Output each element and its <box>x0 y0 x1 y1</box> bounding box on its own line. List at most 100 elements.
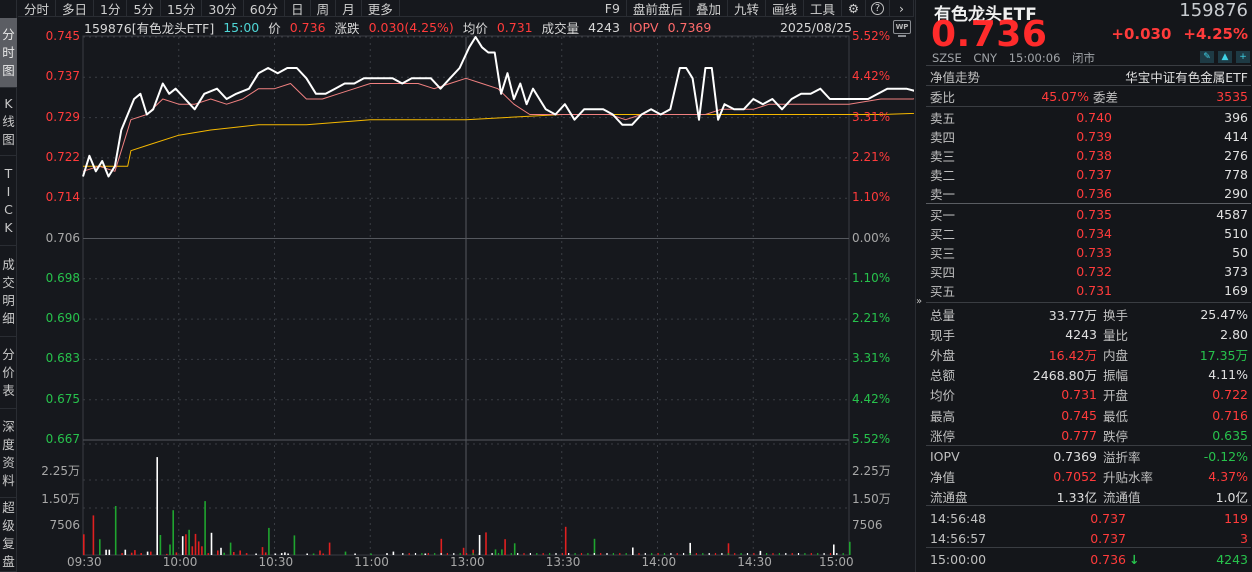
volume-bar <box>612 553 614 555</box>
level-label: 买三 <box>930 245 956 261</box>
period-tab-10[interactable]: 更多 <box>362 0 400 17</box>
toolbar-button-2[interactable]: 叠加 <box>690 0 728 17</box>
volume-bar <box>328 542 331 555</box>
stat-label: 流通值 <box>1103 489 1141 505</box>
ask-row[interactable]: 卖一 0.736 290 <box>930 184 1248 204</box>
period-tab-2[interactable]: 1分 <box>94 0 128 17</box>
y-axis-left-tick: 0.675 <box>45 391 80 406</box>
ask-row[interactable]: 卖二 0.737 778 <box>930 165 1248 185</box>
tick-time: 15:00:00 <box>930 551 987 567</box>
divider <box>926 302 1251 303</box>
volume-bar <box>564 526 567 556</box>
period-tab-1[interactable]: 多日 <box>56 0 95 17</box>
period-tab-4[interactable]: 15分 <box>161 0 203 17</box>
volume-bar <box>392 551 395 555</box>
sidebar-tab-3[interactable]: 成交明细 <box>0 247 17 337</box>
sidebar-tab-6[interactable]: 超级复盘 <box>0 499 17 572</box>
chart-info-line: 159876[有色龙头ETF] 15:00 价 0.736 涨跌 0.030(4… <box>84 18 854 36</box>
level-volume: 4587 <box>1216 206 1248 222</box>
volume-bar <box>759 553 761 555</box>
toolbar-button-0[interactable]: F9 <box>599 0 627 17</box>
wp-monitor-icon[interactable]: WP <box>893 20 911 37</box>
period-tab-6[interactable]: 60分 <box>244 0 286 17</box>
level-price: 0.731 <box>1076 283 1112 299</box>
plus-icon[interactable]: + <box>1236 51 1250 63</box>
period-tab-7[interactable]: 日 <box>285 0 311 17</box>
collapse-panel-icon[interactable]: » <box>916 296 923 307</box>
volume-bar <box>175 552 178 555</box>
ask-row[interactable]: 卖五 0.740 396 <box>930 107 1248 127</box>
x-axis-tick: 10:30 <box>258 555 294 569</box>
weicha-label: 委差 <box>1093 89 1119 105</box>
bid-row[interactable]: 买三 0.733 50 <box>930 242 1248 262</box>
toolbar-button-1[interactable]: 盘前盘后 <box>627 0 690 17</box>
bid-row[interactable]: 买四 0.732 373 <box>930 262 1248 282</box>
intraday-chart[interactable]: 0.745 0.737 0.729 0.722 0.714 0.706 0.698 0.690… <box>18 18 914 572</box>
help-icon[interactable]: ? <box>866 0 890 17</box>
divider <box>926 547 1251 548</box>
stat-row: 净值 0.7052 升贴水率 4.37% <box>930 466 1248 486</box>
volume-bar <box>842 553 844 555</box>
y-axis-right-tick: 1.10% <box>852 270 891 285</box>
stat-row: IOPV 0.7369 溢折率 -0.12% <box>930 446 1248 466</box>
stat-row: 现手 4243 量比 2.80 <box>930 324 1248 344</box>
volume-bar <box>619 553 621 555</box>
orderbook-divider <box>926 203 1251 204</box>
bell-icon[interactable]: ▲ <box>1218 51 1232 63</box>
sidebar-tab-4[interactable]: 分价表 <box>0 338 17 409</box>
volume-bar <box>485 532 487 555</box>
sidebar-tab-char: 细 <box>2 310 15 326</box>
stat-label: 量比 <box>1103 327 1129 343</box>
period-tab-9[interactable]: 月 <box>336 0 362 17</box>
period-tab-0[interactable]: 分时 <box>18 0 57 17</box>
volume-bar <box>727 543 730 555</box>
volume-bar <box>523 553 525 555</box>
toolbar-button-4[interactable]: 画线 <box>766 0 804 17</box>
volume-bar <box>322 553 324 555</box>
volume-bar <box>708 553 710 555</box>
ask-row[interactable]: 卖三 0.738 276 <box>930 145 1248 165</box>
chart-canvas[interactable] <box>18 18 914 572</box>
sidebar-tab-char: 分 <box>2 347 15 362</box>
level-label: 卖三 <box>930 148 956 164</box>
edit-icon[interactable]: ✎ <box>1200 51 1214 63</box>
volume-bar <box>689 553 691 555</box>
toolbar-button-3[interactable]: 九转 <box>728 0 766 17</box>
volume-bar <box>753 553 755 555</box>
period-tab-5[interactable]: 30分 <box>202 0 244 17</box>
bid-row[interactable]: 买一 0.735 4587 <box>930 204 1248 224</box>
volume-bar <box>549 553 551 555</box>
period-tab-8[interactable]: 周 <box>311 0 337 17</box>
volume-bar <box>239 550 241 555</box>
volume-bar <box>513 543 516 555</box>
bid-row[interactable]: 买二 0.734 510 <box>930 223 1248 243</box>
volume-bar <box>817 553 819 555</box>
sidebar-tab-char: K <box>4 96 13 111</box>
volume-bar <box>501 549 503 556</box>
volume-bar <box>446 553 448 555</box>
nav-trend-row[interactable]: 净值走势 华宝中证有色金属ETF <box>930 66 1248 86</box>
volume-bar <box>287 553 289 555</box>
y-axis-left-tick: 0.729 <box>45 109 80 124</box>
volume-bar <box>169 544 171 555</box>
volume-bar <box>491 553 493 555</box>
volume-bar <box>156 457 158 555</box>
chevron-right-icon[interactable]: › <box>890 0 914 17</box>
gear-icon[interactable]: ⚙ <box>842 0 866 17</box>
sidebar-tab-char: 资 <box>2 454 15 470</box>
volume-bar <box>663 553 666 555</box>
volume-bar <box>466 553 468 555</box>
sidebar-tab-char: 图 <box>2 62 15 78</box>
period-tab-3[interactable]: 5分 <box>127 0 161 17</box>
sidebar-tab-5[interactable]: 深度资料 <box>0 410 17 498</box>
sidebar-tab-char: 超 <box>2 500 15 515</box>
sidebar-tab-0[interactable]: 分时图 <box>0 18 17 88</box>
nav-trend-label[interactable]: 净值走势 <box>930 69 981 85</box>
volume-bar <box>146 551 149 555</box>
toolbar-button-5[interactable]: 工具 <box>804 0 842 17</box>
bid-row[interactable]: 买五 0.731 169 <box>930 281 1248 301</box>
ask-row[interactable]: 卖四 0.739 414 <box>930 126 1248 146</box>
